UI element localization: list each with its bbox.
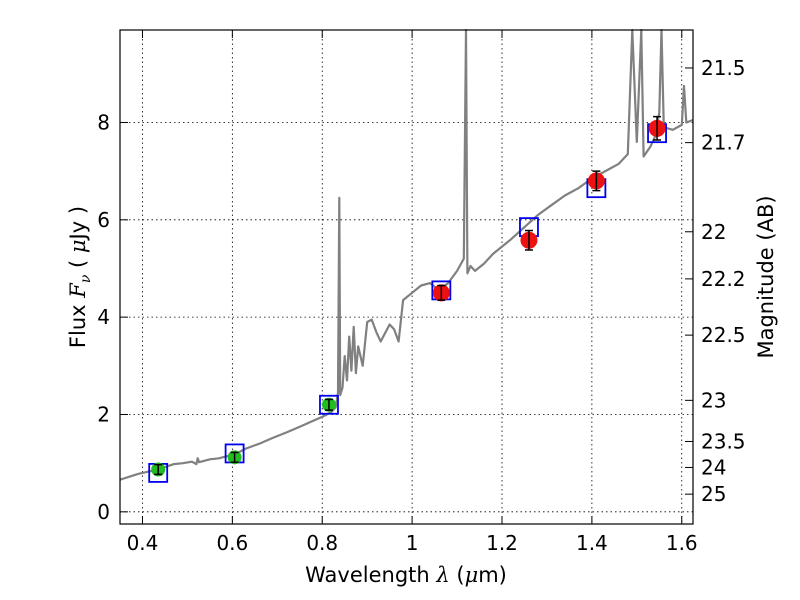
y-tick-label: 0: [97, 500, 110, 524]
x-axis: 0.4 0.6 0.8 1 1.2 1.4 1.6: [127, 30, 698, 555]
y-axis: 0 2 4 6 8: [97, 110, 128, 524]
grid: [120, 30, 693, 524]
magnitude-tick-label: 22.5: [701, 323, 746, 347]
model-square: [319, 394, 339, 415]
magnitude-tick-label: 22: [701, 220, 726, 244]
y-tick-label: 8: [97, 110, 110, 134]
x-tick-label: 1.4: [576, 531, 608, 555]
magnitude-tick-label: 21.5: [701, 56, 746, 80]
plot-frame: [119, 29, 694, 525]
x-tick-label: 0.6: [216, 531, 248, 555]
magnitude-tick-label: 24: [701, 455, 726, 479]
magnitude-tick-label: 23.5: [701, 429, 746, 453]
x-tick-label: 1.6: [666, 531, 698, 555]
magnitude-axis-title: Magnitude (AB): [754, 195, 778, 358]
magnitude-tick-label: 21.7: [701, 131, 746, 155]
x-tick-label: 0.4: [127, 531, 159, 555]
magnitude-axis: 21.5 21.7 22 22.2 22.5 23 23.524 25: [685, 56, 746, 506]
spectrum-line: [119, 28, 694, 481]
magnitude-tick-label: 22.2: [701, 267, 746, 291]
y-tick-label: 6: [97, 208, 110, 232]
x-axis-title: Wavelength λ (μm): [305, 563, 507, 587]
y-axis-title: Flux Fν ( μJy ): [66, 206, 94, 348]
spectrum-series: [119, 28, 694, 481]
magnitude-tick-label: 25: [701, 482, 726, 506]
x-tick-label: 0.8: [306, 531, 338, 555]
y-tick-label: 4: [97, 305, 110, 329]
y-tick-label: 2: [97, 402, 110, 426]
photometry-series: [148, 115, 667, 483]
x-tick-label: 1.2: [486, 531, 518, 555]
x-tick-label: 1: [406, 531, 419, 555]
magnitude-tick-label: 23: [701, 388, 726, 412]
